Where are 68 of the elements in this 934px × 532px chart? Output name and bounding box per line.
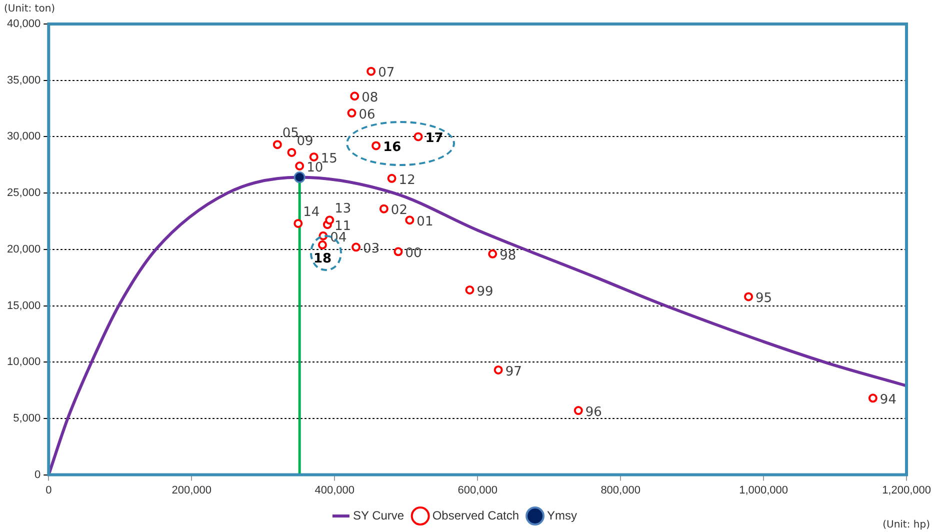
annotation: 10	[306, 160, 324, 176]
point	[352, 242, 361, 252]
y-tick-label: 0	[34, 468, 41, 481]
point	[294, 172, 306, 184]
point	[272, 140, 282, 150]
annotation: 08	[362, 90, 378, 106]
point	[868, 394, 878, 403]
annotation: 96	[585, 404, 602, 420]
x-tick-label: 400,000	[314, 484, 354, 496]
y-tick-label: 25,000	[6, 187, 41, 200]
annotation: 06	[358, 107, 376, 122]
point	[465, 285, 474, 294]
y-tick-label: 20,000	[6, 243, 41, 256]
annotation: 18	[313, 251, 332, 266]
point	[287, 148, 296, 157]
x-tick-label: 1,200,000	[882, 484, 931, 496]
y-tick-label: 10,000	[6, 356, 41, 368]
annotation: 97	[505, 364, 522, 380]
x-tick-label: 600,000	[458, 484, 498, 496]
annotation: 03	[363, 242, 380, 257]
legend-label: Observed Catch	[432, 508, 520, 522]
point	[494, 365, 503, 374]
x-tick-label: 0	[46, 484, 52, 496]
y-tick-label: 40,000	[6, 18, 41, 30]
point	[366, 66, 376, 76]
point	[309, 152, 318, 162]
point	[574, 406, 583, 416]
annotation: 95	[756, 291, 772, 306]
annotation: 98	[500, 248, 516, 264]
annotation: 17	[425, 131, 444, 146]
annotation: 94	[880, 392, 896, 408]
y-tick-label: 30,000	[6, 130, 41, 143]
y-tick-label: 35,000	[6, 74, 41, 86]
y-axis-title: (Unit: ton)	[4, 4, 56, 15]
point	[744, 292, 754, 302]
point	[394, 247, 403, 256]
annotation: 07	[378, 66, 395, 81]
annotation: 04	[330, 230, 347, 246]
point	[350, 92, 360, 101]
legend-label: Ymsy	[547, 508, 578, 522]
point	[488, 249, 498, 258]
point	[405, 216, 414, 225]
point	[294, 218, 303, 228]
x-tick-label: 1,000,000	[739, 484, 788, 496]
x-tick-label: 800,000	[600, 484, 640, 496]
annotation: 16	[383, 140, 402, 156]
point	[414, 132, 423, 142]
annotation: 99	[476, 284, 494, 300]
annotation: 02	[390, 203, 408, 218]
point	[295, 162, 304, 170]
annotation: 12	[398, 172, 416, 188]
point	[372, 141, 381, 150]
annotation: 00	[405, 246, 422, 262]
y-tick-label: 15,000	[6, 300, 41, 312]
annotation: 01	[416, 214, 434, 230]
point	[379, 204, 388, 214]
point	[318, 240, 327, 250]
legend-label: SY Curve	[352, 508, 404, 522]
annotation: 13	[334, 201, 352, 216]
x-axis-title: (Unit: hp)	[882, 520, 930, 531]
point	[387, 174, 396, 183]
x-tick-label: 200,000	[172, 484, 212, 496]
point	[325, 216, 334, 225]
point	[347, 108, 356, 118]
annotation: 09	[296, 134, 314, 149]
annotation: 14	[303, 204, 320, 220]
annotation: 05	[282, 126, 299, 141]
y-tick-label: 5,000	[13, 412, 41, 424]
